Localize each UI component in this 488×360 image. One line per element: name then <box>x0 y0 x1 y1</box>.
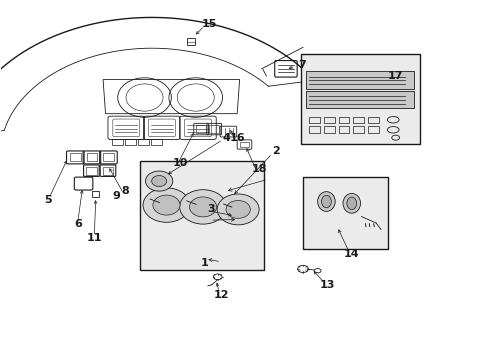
Circle shape <box>151 176 166 186</box>
Circle shape <box>217 194 259 225</box>
Bar <box>309 117 320 123</box>
Bar <box>209 126 219 133</box>
Bar <box>103 153 114 161</box>
Bar <box>92 192 99 197</box>
Ellipse shape <box>317 192 334 211</box>
Text: 12: 12 <box>213 291 228 301</box>
Text: 18: 18 <box>251 164 266 174</box>
Bar <box>138 139 149 145</box>
Bar <box>140 161 264 270</box>
Bar <box>112 139 122 145</box>
Bar <box>86 153 97 161</box>
Bar <box>324 117 334 123</box>
Bar <box>367 126 378 133</box>
Ellipse shape <box>346 197 356 210</box>
Bar <box>306 91 413 108</box>
Bar <box>151 139 162 145</box>
Circle shape <box>179 190 226 224</box>
Text: 13: 13 <box>319 280 334 290</box>
Bar <box>324 126 334 133</box>
Text: 8: 8 <box>121 186 129 197</box>
Text: 3: 3 <box>207 204 215 214</box>
Text: 17: 17 <box>387 71 403 81</box>
Text: 14: 14 <box>343 248 359 258</box>
Circle shape <box>189 197 216 217</box>
Text: 5: 5 <box>44 195 52 205</box>
Bar <box>86 167 97 175</box>
Circle shape <box>145 171 172 191</box>
Text: 1: 1 <box>200 258 208 268</box>
Ellipse shape <box>342 193 360 213</box>
Bar <box>338 117 348 123</box>
Circle shape <box>225 201 250 219</box>
Ellipse shape <box>321 195 330 208</box>
Bar <box>352 117 363 123</box>
Bar <box>300 54 419 144</box>
Text: 15: 15 <box>201 19 217 29</box>
Circle shape <box>143 188 189 222</box>
Text: 16: 16 <box>229 133 244 143</box>
Bar <box>352 126 363 133</box>
Bar <box>306 71 413 89</box>
Bar <box>186 38 194 45</box>
Bar <box>309 126 320 133</box>
Text: 11: 11 <box>86 233 102 243</box>
Bar <box>367 117 378 123</box>
Text: 4: 4 <box>222 133 229 143</box>
Circle shape <box>153 195 180 215</box>
Bar <box>125 139 136 145</box>
Text: 9: 9 <box>113 191 121 201</box>
Bar <box>239 141 249 147</box>
Bar <box>102 167 113 175</box>
Text: 10: 10 <box>172 158 187 168</box>
Text: 6: 6 <box>74 220 81 229</box>
Bar <box>303 177 387 249</box>
Bar <box>70 153 81 161</box>
Bar <box>338 126 348 133</box>
Bar <box>196 126 205 133</box>
Text: 2: 2 <box>271 146 279 156</box>
Text: 7: 7 <box>298 60 305 70</box>
